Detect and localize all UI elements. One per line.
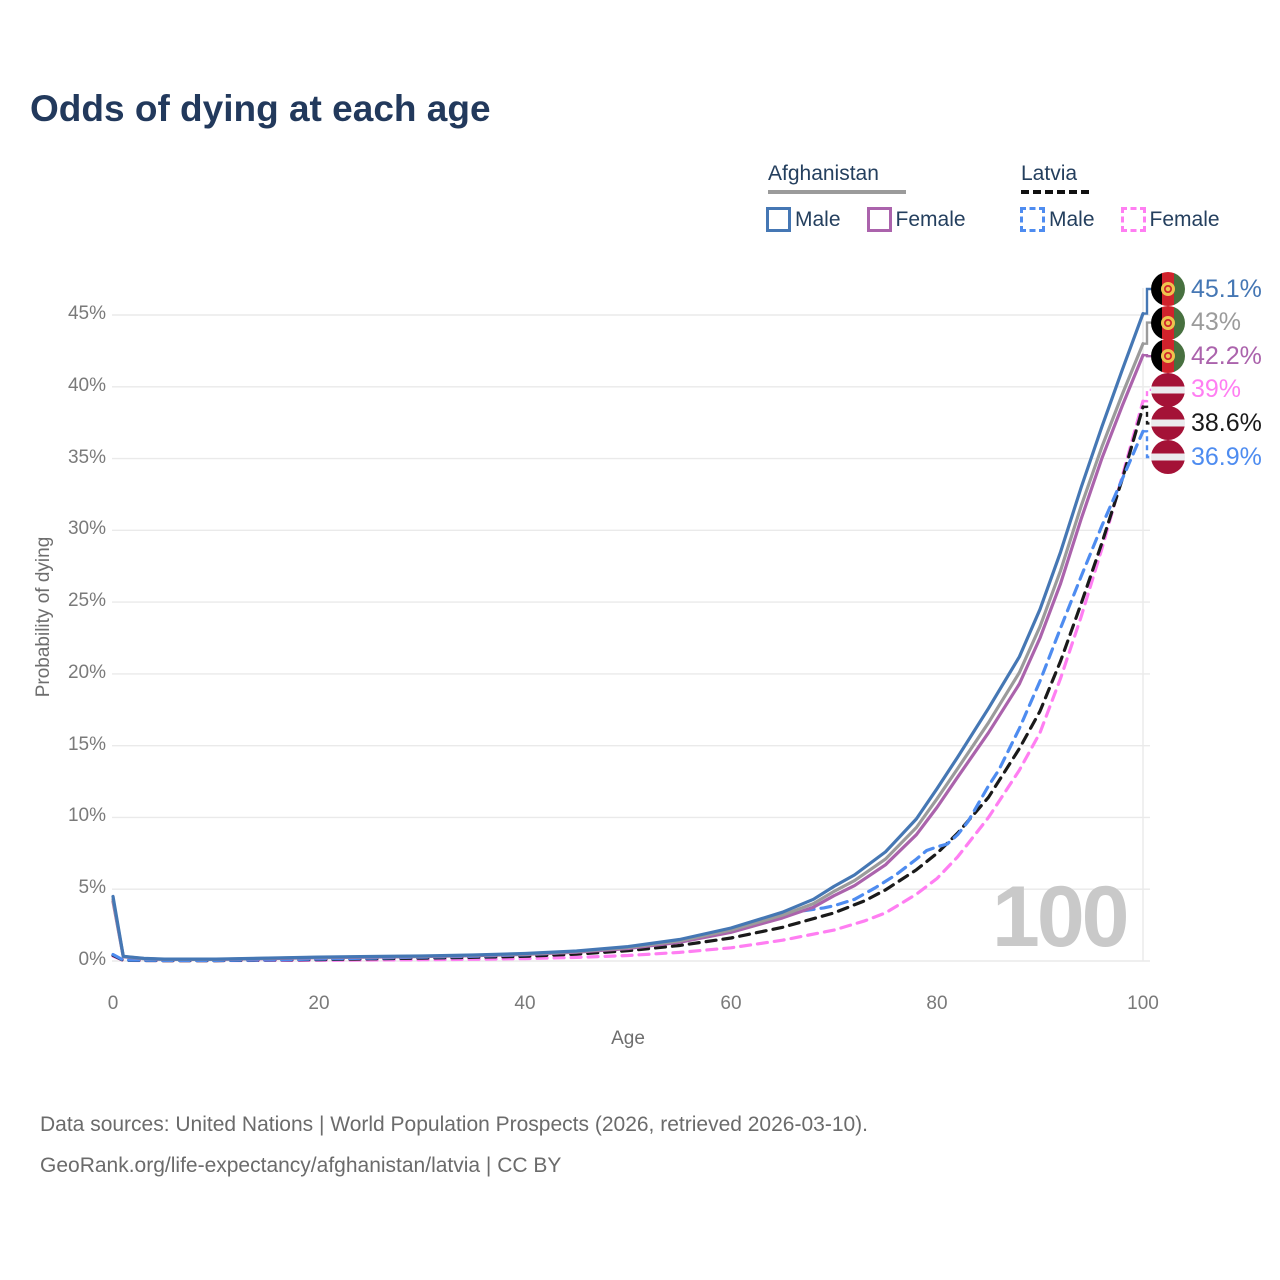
legend-group-latvia: Latvia bbox=[1021, 162, 1089, 198]
y-tick-label-20%: 20% bbox=[67, 661, 106, 683]
end-label-value-afg_male: 45.1% bbox=[1191, 274, 1262, 303]
legend-item-label: Male bbox=[795, 207, 841, 231]
x-axis-title: Age bbox=[611, 1028, 645, 1049]
latvia-flag-icon bbox=[1151, 372, 1185, 407]
series-line-afg_all bbox=[111, 342, 1145, 961]
afghanistan-emblem-icon bbox=[1161, 349, 1175, 364]
age-cursor-watermark: 100 bbox=[992, 869, 1129, 965]
end-label-value-afg_all: 43% bbox=[1191, 308, 1242, 337]
latvia-flag-icon bbox=[1151, 406, 1185, 441]
end-label-value-lat_male: 36.9% bbox=[1191, 442, 1262, 471]
end-label-row-lat_male: 36.9% bbox=[1151, 440, 1262, 474]
end-label-row-afg_all: 43% bbox=[1151, 305, 1242, 340]
end-label-row-lat_female: 39% bbox=[1151, 372, 1242, 407]
y-tick-label-35%: 35% bbox=[67, 446, 106, 468]
legend-header-latvia: Latvia bbox=[1021, 162, 1078, 185]
end-label-row-afg_male: 45.1% bbox=[1151, 272, 1262, 306]
legend-item-latvia-female[interactable]: Female bbox=[1120, 207, 1220, 232]
footer: Data sources: United Nations | World Pop… bbox=[40, 1104, 868, 1186]
leader-lat_female bbox=[1143, 388, 1151, 403]
legend-row-afghanistan: Male Female bbox=[766, 207, 966, 232]
legend-row-latvia: Male Female bbox=[1020, 207, 1220, 232]
legend-underline-afghanistan bbox=[768, 190, 906, 194]
afghanistan-male-swatch-icon bbox=[766, 207, 791, 232]
y-tick-label-0%: 0% bbox=[78, 949, 106, 970]
y-tick-label-45%: 45% bbox=[67, 302, 106, 324]
end-label-row-lat_all: 38.6% bbox=[1151, 406, 1262, 441]
legend-item-afghanistan-female[interactable]: Female bbox=[866, 207, 966, 232]
y-tick-label-30%: 30% bbox=[67, 518, 106, 540]
latvia-flag-icon bbox=[1151, 440, 1185, 474]
x-tick-label-0: 0 bbox=[107, 993, 119, 1014]
series-line-afg_female bbox=[111, 353, 1145, 962]
x-tick-label-60: 60 bbox=[720, 993, 742, 1014]
legend-group-afghanistan: Afghanistan bbox=[768, 162, 906, 194]
series-line-lat_all bbox=[111, 405, 1145, 963]
y-tick-label-15%: 15% bbox=[67, 733, 106, 755]
footer-source-line: Data sources: United Nations | World Pop… bbox=[40, 1113, 869, 1136]
leader-lat_male bbox=[1143, 430, 1151, 459]
series-line-lat_female bbox=[111, 399, 1145, 963]
footer-license-line: GeoRank.org/life-expectancy/afghanistan/… bbox=[40, 1154, 562, 1177]
legend-item-latvia-male[interactable]: Male bbox=[1020, 207, 1095, 232]
y-tick-label-40%: 40% bbox=[67, 374, 106, 396]
afghanistan-emblem-icon bbox=[1161, 315, 1175, 330]
y-tick-label-25%: 25% bbox=[67, 590, 106, 612]
legend-item-label: Female bbox=[895, 207, 966, 231]
series-line-afg_male bbox=[111, 312, 1145, 961]
end-label-value-lat_all: 38.6% bbox=[1191, 408, 1262, 437]
legend-underline-latvia bbox=[1021, 190, 1089, 198]
series-line-lat_male bbox=[111, 429, 1145, 963]
afghanistan-emblem-icon bbox=[1161, 282, 1175, 296]
latvia-male-swatch-icon bbox=[1020, 207, 1045, 232]
afghanistan-flag-icon bbox=[1151, 339, 1185, 374]
end-label-value-afg_female: 42.2% bbox=[1191, 341, 1262, 370]
legend-item-label: Female bbox=[1149, 207, 1220, 231]
y-tick-label-10%: 10% bbox=[67, 805, 106, 827]
end-label-row-afg_female: 42.2% bbox=[1151, 339, 1262, 374]
x-tick-label-100: 100 bbox=[1127, 993, 1159, 1014]
x-tick-label-80: 80 bbox=[926, 993, 948, 1014]
afghanistan-flag-icon bbox=[1151, 272, 1185, 306]
afghanistan-female-swatch-icon bbox=[866, 207, 892, 232]
leader-afg_male bbox=[1143, 287, 1151, 315]
y-tick-label-5%: 5% bbox=[78, 877, 106, 899]
latvia-female-swatch-icon bbox=[1120, 207, 1146, 232]
leader-lat_all bbox=[1143, 405, 1151, 425]
afghanistan-flag-icon bbox=[1151, 305, 1185, 340]
legend-header-afghanistan: Afghanistan bbox=[768, 162, 879, 185]
legend-item-afghanistan-male[interactable]: Male bbox=[766, 207, 841, 232]
leader-afg_all bbox=[1143, 321, 1151, 345]
page-title: Odds of dying at each age bbox=[30, 88, 491, 129]
legend-item-label: Male bbox=[1049, 207, 1095, 231]
x-tick-label-20: 20 bbox=[308, 993, 330, 1014]
leader-afg_female bbox=[1143, 353, 1151, 358]
end-label-value-lat_female: 39% bbox=[1191, 375, 1242, 404]
x-tick-label-40: 40 bbox=[514, 993, 536, 1014]
